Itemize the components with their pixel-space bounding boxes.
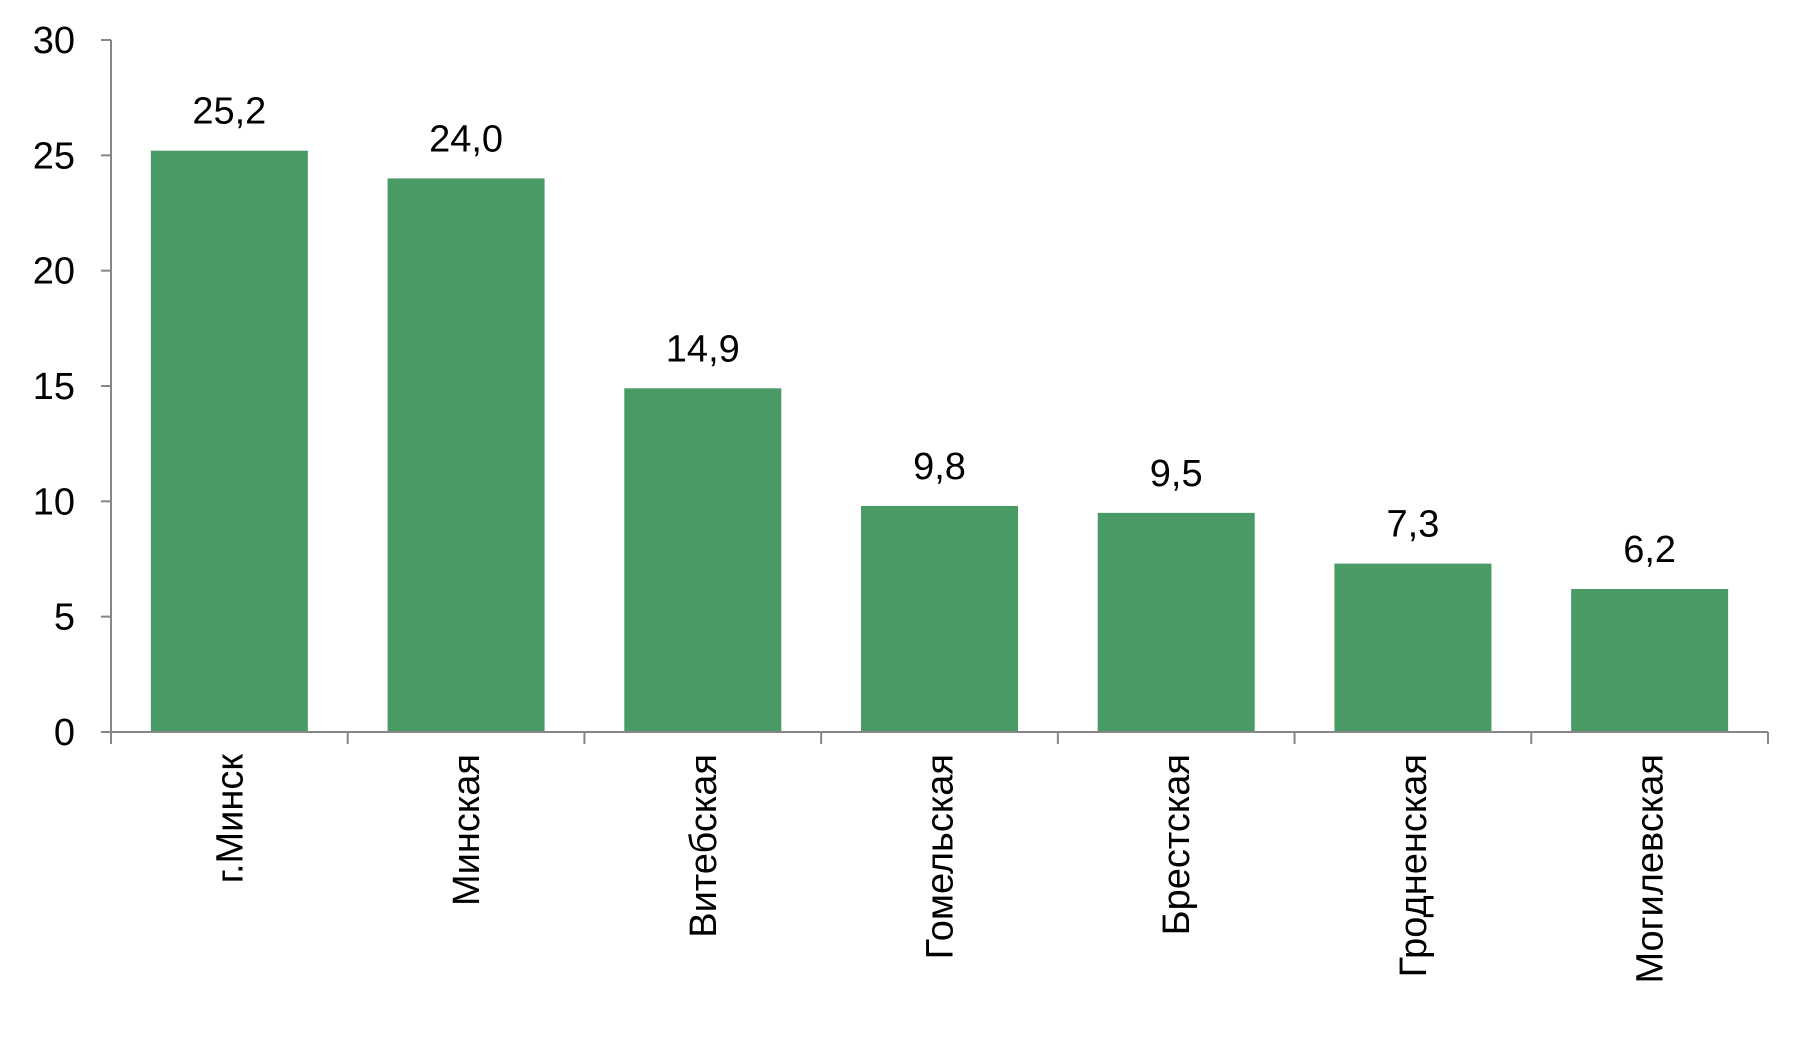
- bar: [624, 388, 782, 732]
- data-label: 24,0: [429, 118, 503, 160]
- data-label: 6,2: [1623, 529, 1676, 571]
- bars-group: [150, 150, 1729, 733]
- y-ticks-group: 0 5 10 15 20 25 30: [33, 20, 111, 754]
- y-tick-label: 10: [33, 481, 75, 523]
- category-label: Гродненская: [1393, 754, 1435, 977]
- data-label: 9,5: [1150, 453, 1203, 495]
- data-labels-group: 25,2 24,0 14,9 9,8 9,5 7,3 6,2: [192, 91, 1676, 571]
- category-label: Гомельская: [920, 754, 962, 959]
- bar: [861, 505, 1018, 732]
- data-label: 14,9: [666, 328, 740, 370]
- bar: [1097, 512, 1255, 732]
- bar: [1571, 588, 1729, 732]
- axes-group: [101, 40, 1768, 744]
- category-labels-group: г.Минск Минская Витебская Гомельская Брестск…: [209, 754, 1671, 984]
- category-label: Брестская: [1156, 754, 1198, 935]
- bar: [1334, 563, 1492, 732]
- bar: [150, 150, 308, 733]
- category-label: Могилевская: [1630, 754, 1672, 984]
- y-tick-label: 20: [33, 251, 75, 293]
- y-tick-label: 5: [54, 597, 75, 639]
- y-tick-label: 0: [54, 712, 75, 754]
- x-ticks-group: [110, 732, 1769, 744]
- y-tick-label: 15: [33, 366, 75, 408]
- data-label: 25,2: [192, 91, 266, 133]
- category-label: Минская: [446, 754, 488, 906]
- category-label: г.Минск: [209, 754, 251, 884]
- y-tick-label: 30: [33, 20, 75, 62]
- data-label: 9,8: [913, 446, 966, 488]
- bar: [387, 178, 545, 732]
- data-label: 7,3: [1387, 504, 1440, 546]
- y-tick-label: 25: [33, 135, 75, 177]
- category-label: Витебская: [683, 754, 725, 938]
